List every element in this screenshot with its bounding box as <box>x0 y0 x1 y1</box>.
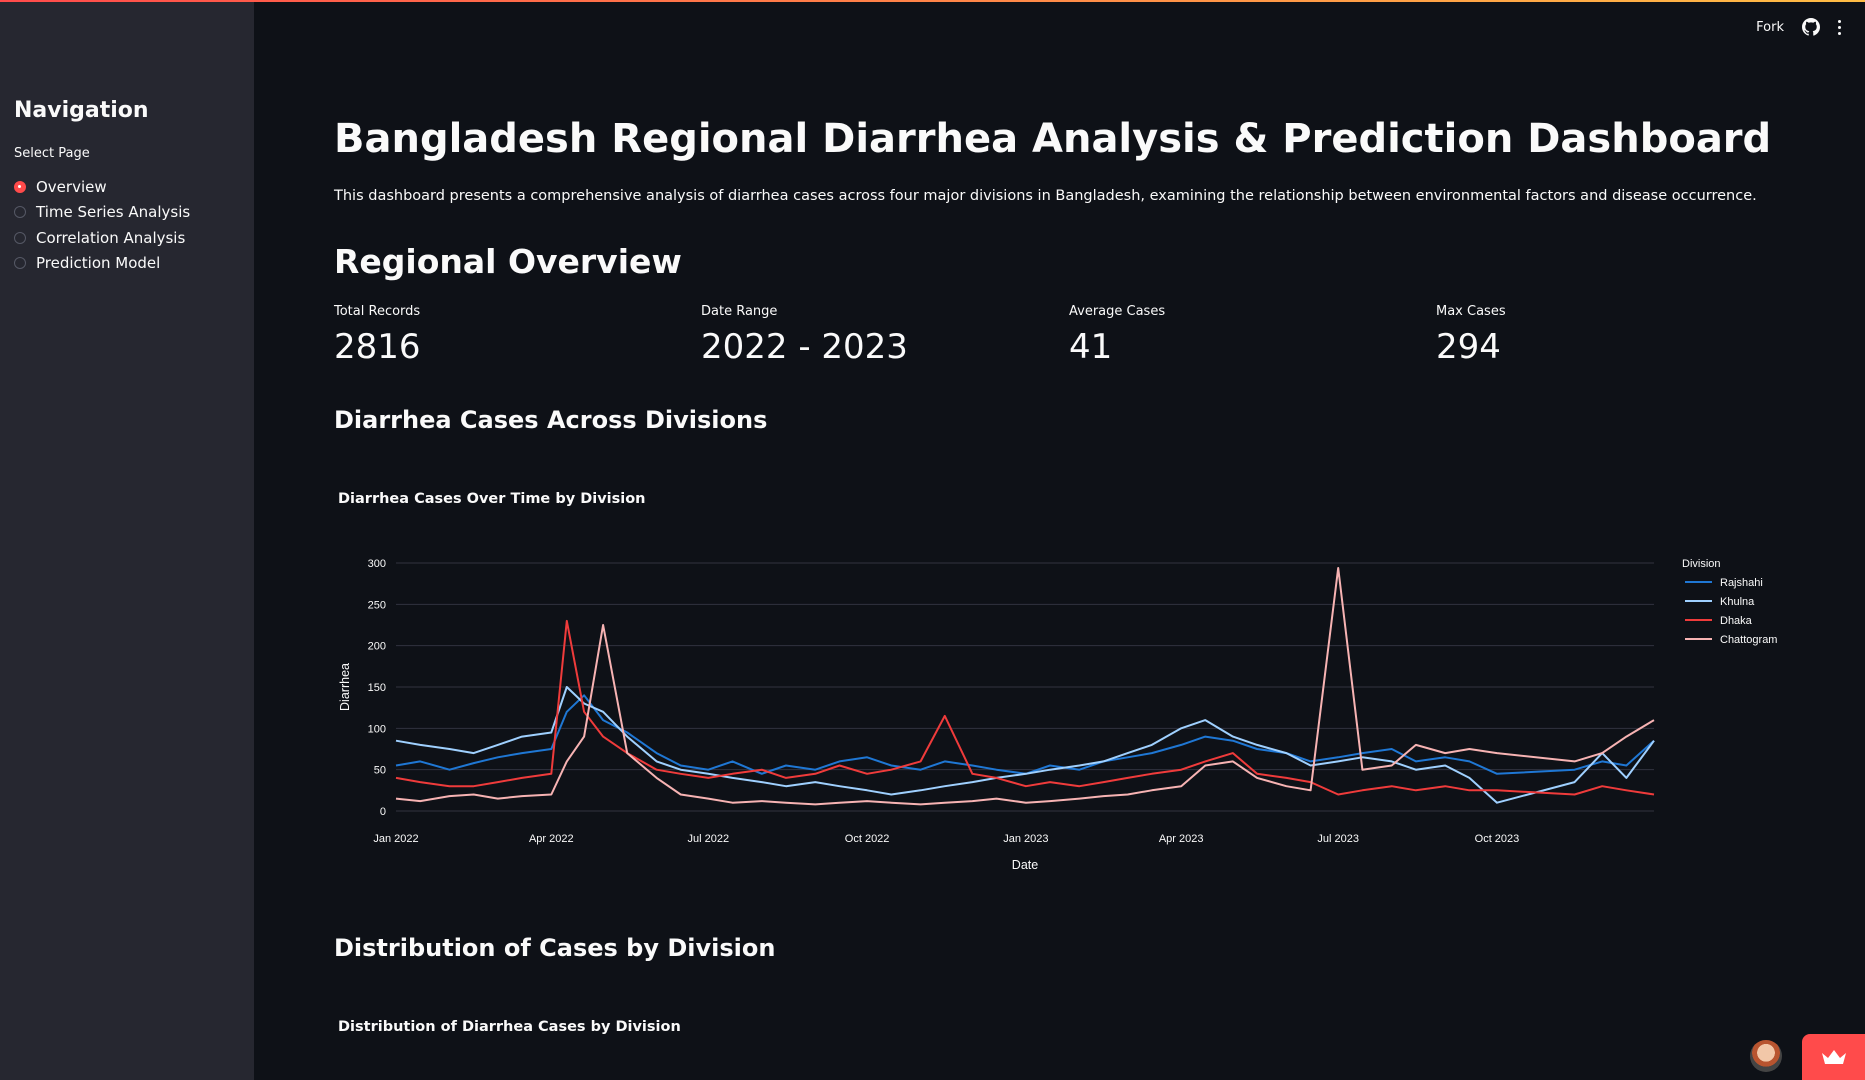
metric-value: 2022 - 2023 <box>701 327 908 367</box>
radio-label: Prediction Model <box>36 254 161 273</box>
radio-time-series-analysis[interactable]: Time Series Analysis <box>14 200 190 226</box>
page-radio-group: Overview Time Series Analysis Correlatio… <box>14 174 190 276</box>
metric-value: 294 <box>1436 327 1501 367</box>
radio-label: Time Series Analysis <box>36 203 191 222</box>
x-tick-label: Apr 2023 <box>1159 833 1204 845</box>
x-tick-label: Jan 2023 <box>1003 833 1048 845</box>
distribution-chart-title: Distribution of Diarrhea Cases by Divisi… <box>338 1019 681 1035</box>
metric-total-records: Total Records 2816 <box>334 304 421 367</box>
metric-average-cases: Average Cases 41 <box>1069 304 1165 367</box>
legend-item-label: Dhaka <box>1720 615 1753 627</box>
x-tick-label: Jul 2023 <box>1317 833 1359 845</box>
kebab-menu-icon[interactable] <box>1838 19 1841 35</box>
user-avatar[interactable] <box>1750 1040 1782 1072</box>
metric-value: 41 <box>1069 327 1113 367</box>
x-axis-label: Date <box>1012 858 1038 872</box>
legend-item-label: Rajshahi <box>1720 577 1763 589</box>
metric-label: Total Records <box>334 304 421 319</box>
metric-label: Max Cases <box>1436 304 1506 319</box>
radio-correlation-analysis[interactable]: Correlation Analysis <box>14 225 190 251</box>
legend-item-label: Khulna <box>1720 596 1755 608</box>
legend-item-label: Chattogram <box>1720 634 1777 646</box>
y-tick-label: 150 <box>368 682 386 694</box>
x-tick-label: Apr 2022 <box>529 833 574 845</box>
y-tick-label: 50 <box>374 765 386 777</box>
regional-overview-heading: Regional Overview <box>334 242 682 281</box>
series-line-dhaka <box>395 619 1655 796</box>
select-page-label: Select Page <box>14 146 90 161</box>
x-tick-label: Oct 2023 <box>1475 833 1520 845</box>
crown-icon <box>1821 1050 1846 1064</box>
legend-title: Division <box>1682 558 1721 570</box>
radio-prediction-model[interactable]: Prediction Model <box>14 251 190 277</box>
chart-title: Diarrhea Cases Over Time by Division <box>338 491 646 507</box>
y-tick-label: 300 <box>368 558 386 570</box>
sidebar: Navigation Select Page Overview Time Ser… <box>0 2 254 1080</box>
radio-label: Overview <box>36 177 107 196</box>
fork-link[interactable]: Fork <box>1756 19 1784 35</box>
page-title: Bangladesh Regional Diarrhea Analysis & … <box>334 116 1772 162</box>
cases-across-divisions-heading: Diarrhea Cases Across Divisions <box>334 406 768 434</box>
app-header-actions: Fork <box>1756 18 1841 36</box>
cases-over-time-line-chart[interactable]: 0 50 100 150 200 250 300 Jan 2022 Apr 2022 Jul 20… <box>334 540 1834 890</box>
radio-unselected-icon <box>14 231 26 244</box>
x-tick-label: Oct 2022 <box>845 833 890 845</box>
y-tick-label: 250 <box>368 599 386 611</box>
y-tick-label: 200 <box>368 641 386 653</box>
radio-overview[interactable]: Overview <box>14 174 190 200</box>
metric-date-range: Date Range 2022 - 2023 <box>701 304 908 367</box>
streamlit-crown-button[interactable] <box>1802 1034 1865 1080</box>
y-axis-label: Diarrhea <box>338 663 352 711</box>
top-decoration-bar <box>0 0 1865 2</box>
radio-label: Correlation Analysis <box>36 228 186 247</box>
y-tick-label: 100 <box>368 723 386 735</box>
metric-max-cases: Max Cases 294 <box>1436 304 1506 367</box>
x-tick-label: Jan 2022 <box>373 833 418 845</box>
distribution-heading: Distribution of Cases by Division <box>334 934 776 962</box>
radio-unselected-icon <box>14 257 26 270</box>
series-line-chattogram <box>395 567 1655 806</box>
intro-text: This dashboard presents a comprehensive … <box>334 188 1757 204</box>
x-tick-label: Jul 2022 <box>688 833 730 845</box>
metric-label: Date Range <box>701 304 778 319</box>
sidebar-title: Navigation <box>14 98 149 123</box>
y-tick-label: 0 <box>380 806 386 818</box>
metric-label: Average Cases <box>1069 304 1166 319</box>
radio-selected-icon <box>14 180 26 193</box>
github-icon[interactable] <box>1802 18 1820 36</box>
radio-unselected-icon <box>14 206 26 219</box>
metric-value: 2816 <box>334 327 421 367</box>
